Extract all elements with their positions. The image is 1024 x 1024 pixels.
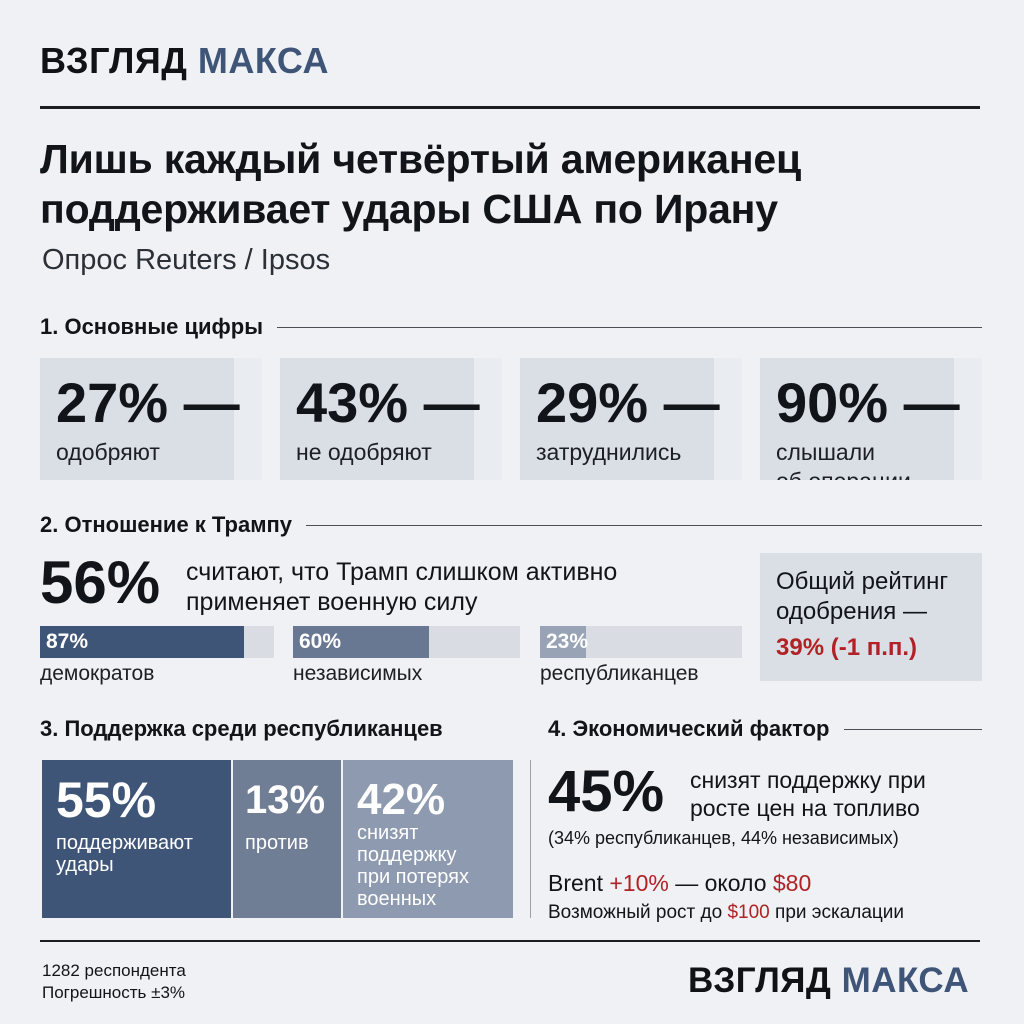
stat-label: затруднились: [536, 439, 682, 465]
economy-headline-value: 45%: [548, 759, 665, 824]
subtitle: Опрос Reuters / Ipsos: [42, 244, 331, 276]
segment-label: поддерживают удары: [56, 832, 193, 876]
brand-part2: МАКСА: [197, 40, 329, 81]
segment-against: 13% против: [233, 760, 341, 918]
section-3-heading: 3. Поддержка среди республиканцев: [40, 716, 443, 742]
escalation-prefix: Возможный рост до: [548, 902, 723, 923]
party-independents: 60% независимых: [293, 626, 520, 686]
party-pct: 23%: [546, 630, 589, 653]
trump-headline-line: считают, что Трамп слишком активно: [186, 558, 618, 586]
party-republicans: 23% республиканцев: [540, 626, 742, 686]
brent-change: +10%: [609, 870, 669, 896]
escalation-line: Возможный рост до $100 при эскалации: [548, 902, 904, 924]
economy-headline-line: росте цен на топливо: [690, 795, 920, 821]
segment-label: снизят поддержку при потерях военных: [357, 822, 469, 910]
footer-notes: 1282 респондента Погрешность ±3%: [42, 960, 186, 1004]
segment-value: 13%: [245, 778, 326, 822]
approval-rating-line: Общий рейтинг: [776, 568, 949, 595]
stat-value: 43% —: [296, 371, 480, 434]
party-democrats: 87% демократов: [40, 626, 274, 686]
stat-label: слышали об операции: [776, 438, 911, 480]
party-name: демократов: [40, 662, 155, 685]
stat-label-line: слышали: [776, 439, 875, 465]
header-rule: [40, 106, 980, 109]
party-name: республиканцев: [540, 662, 699, 685]
brent-price: $80: [772, 870, 812, 896]
stat-value: 27% —: [56, 371, 240, 434]
trump-headline-value: 56%: [40, 549, 161, 616]
party-name: независимых: [293, 662, 423, 685]
footer-margin: Погрешность ±3%: [42, 983, 186, 1002]
stat-card-undecided: 29% — затруднились: [520, 358, 742, 480]
brand-part2: МАКСА: [841, 961, 970, 1000]
section-separator: [530, 760, 531, 918]
brand-logo-top: ВЗГЛЯД МАКСА: [40, 40, 329, 82]
segment-label-line: удары: [56, 854, 114, 876]
footer-respondents: 1282 респондента: [42, 961, 186, 980]
section-3-title: 3. Поддержка среди республиканцев: [40, 716, 443, 741]
segment-label-line: снизят: [357, 822, 419, 844]
escalation-suffix: при эскалации: [775, 902, 905, 923]
brent-line: Brent +10% — около $80: [548, 870, 811, 897]
segment-value: 55%: [56, 772, 157, 828]
stat-value: 29% —: [536, 371, 720, 434]
party-bar-fill: [293, 626, 430, 658]
party-pct: 60%: [299, 630, 342, 653]
stat-card-approve: 27% — одобряют: [40, 358, 262, 480]
segment-support: 55% поддерживают удары: [42, 760, 231, 918]
trump-headline-line: применяет военную силу: [186, 588, 478, 616]
segment-label-line: военных: [357, 888, 437, 910]
footer-rule: [40, 940, 980, 942]
economy-headline-text: снизят поддержку при росте цен на топлив…: [690, 766, 926, 822]
brand-part1: ВЗГЛЯД: [688, 961, 832, 1000]
trump-headline-text: считают, что Трамп слишком активно приме…: [186, 557, 617, 617]
party-bar-fill: [40, 626, 244, 658]
party-pct: 87%: [46, 630, 89, 653]
segment-label-line: поддерживают: [56, 832, 193, 854]
page-title: Лишь каждый четвёртый американец поддерж…: [40, 134, 801, 234]
approval-rating-line: одобрения —: [776, 598, 927, 625]
section-1-divider: [277, 326, 982, 328]
title-line-1: Лишь каждый четвёртый американец: [40, 136, 801, 182]
segment-label-line: при потерях: [357, 866, 469, 888]
stat-card-disapprove: 43% — не одобряют: [280, 358, 502, 480]
section-4-divider: [843, 728, 982, 730]
title-line-2: поддерживает удары США по Ирану: [40, 186, 778, 232]
segment-reduce: 42% снизят поддержку при потерях военных: [343, 760, 513, 918]
economy-headline-line: снизят поддержку при: [690, 767, 926, 793]
stat-value: 90% —: [776, 371, 960, 434]
stat-label: одобряют: [56, 439, 160, 465]
party-bar: 23%: [540, 626, 742, 658]
segment-label: против: [245, 832, 309, 854]
brent-middle: — около: [675, 870, 767, 896]
section-1-heading: 1. Основные цифры: [40, 314, 982, 340]
brand-part1: ВЗГЛЯД: [40, 40, 188, 81]
stat-card-heard: 90% — слышали об операции: [760, 358, 982, 480]
section-1-title: 1. Основные цифры: [40, 314, 264, 339]
party-bar-fill: [540, 626, 587, 658]
segment-label-line: поддержку: [357, 844, 457, 866]
section-2-divider: [306, 524, 982, 526]
brent-prefix: Brent: [548, 870, 603, 896]
stat-label-line: об операции: [776, 467, 911, 480]
segment-value: 42%: [357, 775, 446, 824]
escalation-price: $100: [727, 902, 770, 923]
stat-label: не одобряют: [296, 439, 432, 465]
section-2-title: 2. Отношение к Трампу: [40, 512, 293, 537]
party-bar: 87%: [40, 626, 274, 658]
approval-rating-box: Общий рейтинг одобрения — 39% (-1 п.п.): [760, 553, 982, 681]
section-2-heading: 2. Отношение к Трампу: [40, 512, 982, 538]
party-bar: 60%: [293, 626, 520, 658]
section-4-title: 4. Экономический фактор: [548, 716, 830, 741]
segment-label-line: против: [245, 832, 309, 854]
economy-detail: (34% республиканцев, 44% независимых): [548, 828, 899, 848]
approval-rating-value: 39% (-1 п.п.): [776, 634, 918, 661]
section-4-heading: 4. Экономический фактор: [548, 716, 982, 742]
brand-logo-bottom: ВЗГЛЯД МАКСА: [688, 961, 969, 1001]
